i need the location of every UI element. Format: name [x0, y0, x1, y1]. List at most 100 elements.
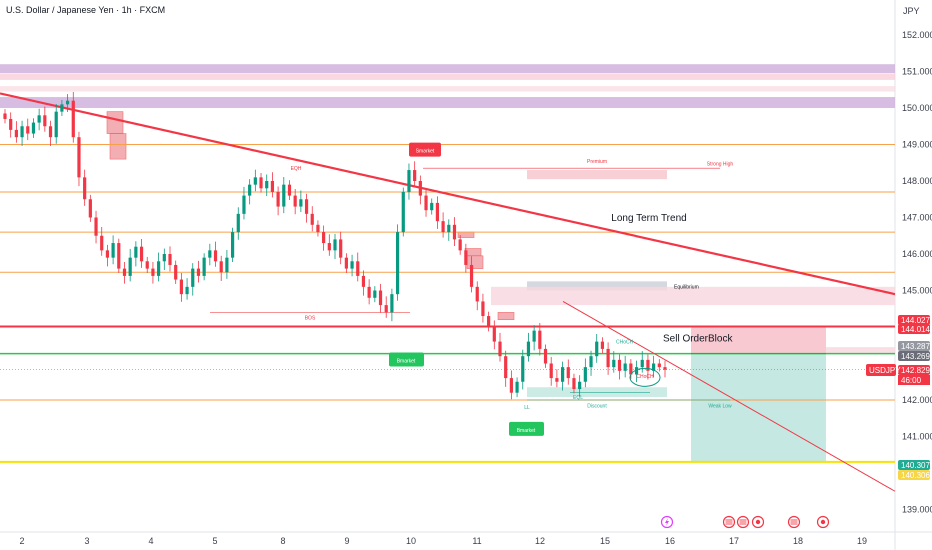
time-tick-label: 18: [793, 536, 803, 546]
candle-body: [390, 294, 394, 313]
candle-body: [401, 191, 405, 233]
weak-low-label: Weak Low: [708, 403, 732, 409]
candle-body: [208, 250, 212, 258]
discount-label: Discount: [587, 403, 607, 409]
candle-body: [117, 243, 121, 269]
candle-body: [538, 330, 542, 349]
price-tick-label: 145.000: [902, 286, 932, 296]
smarket-marker: [409, 142, 441, 157]
eql-label: EQL: [573, 395, 583, 401]
candle-body: [3, 113, 7, 119]
candle-body: [532, 330, 536, 342]
price-tag-label: 142.829: [901, 366, 930, 375]
time-tick-label: 5: [212, 536, 217, 546]
candle-body: [339, 239, 343, 258]
time-tick-label: 12: [535, 536, 545, 546]
lh-label: LH: [420, 151, 427, 157]
candle-body: [623, 363, 627, 371]
candle-body: [378, 290, 383, 306]
candle-body: [174, 264, 178, 280]
candle-body: [265, 181, 269, 189]
candle-body: [418, 181, 422, 196]
candle-body: [447, 224, 451, 233]
candle-body: [543, 348, 548, 364]
candle-body: [498, 341, 502, 357]
candle-body: [219, 261, 223, 273]
price-tag-label: 143.287: [901, 342, 930, 351]
record-icon[interactable]: [751, 515, 765, 529]
candle-body: [230, 232, 235, 258]
bmarket-label-2: Bmarket: [517, 428, 536, 434]
premium-zone: [527, 170, 667, 180]
candle-body: [629, 363, 633, 375]
candle-body: [646, 359, 650, 371]
sell-orderblock-target: [691, 353, 826, 463]
countdown-label: 46:00: [901, 376, 922, 385]
candle-body: [242, 195, 246, 214]
time-tick-label: 11: [472, 536, 481, 546]
candle-body: [48, 126, 53, 138]
us-flag-icon[interactable]: [722, 515, 736, 529]
candle-body: [316, 224, 320, 233]
candle-body: [134, 246, 138, 258]
candle-body: [333, 239, 337, 251]
price-tick-label: 147.000: [902, 213, 932, 223]
candle-body: [122, 268, 127, 276]
candle-body: [37, 115, 41, 123]
price-tick-label: 146.000: [902, 249, 932, 259]
price-tick-label: 148.000: [902, 176, 932, 186]
candle-body: [202, 257, 206, 276]
ll-label: LL: [524, 405, 530, 411]
time-axis[interactable]: 2 3 4 5 8 9 10 11 12 15 16 17 18 19: [19, 536, 867, 546]
lightning-icon[interactable]: [660, 515, 674, 529]
candle-body: [100, 235, 104, 251]
candle-body: [327, 243, 331, 251]
countdown-box: [898, 375, 930, 385]
price-tag-label: 144.027: [901, 316, 930, 325]
price-tag-box: [898, 351, 930, 361]
record-icon[interactable]: [816, 515, 830, 529]
candle-body: [634, 367, 639, 375]
candle-body: [128, 257, 132, 276]
us-flag-icon[interactable]: [736, 515, 750, 529]
candle-body: [111, 243, 115, 258]
smarket-label: Smarket: [416, 149, 435, 155]
price-tag-label: 143.269: [901, 352, 930, 361]
candle-body: [583, 367, 587, 382]
candle-body: [304, 199, 309, 214]
candle-body: [350, 261, 354, 269]
candle-body: [606, 348, 610, 368]
price-tick-label: 141.000: [902, 432, 932, 442]
orderblock-box-1: [109, 133, 127, 160]
candle-body: [139, 246, 144, 262]
candle-body: [77, 137, 81, 178]
price-axis-background[interactable]: [895, 0, 932, 550]
equilibrium-label: Equilibrium: [674, 285, 699, 291]
time-tick-label: 15: [600, 536, 610, 546]
price-tick-label: 151.000: [902, 67, 932, 77]
discount-zone: [527, 387, 667, 398]
candle-body: [276, 191, 280, 207]
price-tag-box: [898, 315, 930, 325]
time-tick-label: 17: [729, 536, 739, 546]
candle-body: [83, 177, 87, 200]
candle-body: [373, 290, 377, 298]
candle-body: [589, 356, 593, 368]
plot-background: [0, 0, 895, 550]
us-flag-icon[interactable]: [787, 515, 801, 529]
supply-zone-pink: [0, 74, 895, 80]
zones-layer: [0, 64, 895, 463]
candle-body: [322, 232, 326, 244]
candle-body: [640, 359, 644, 368]
time-tick-label: 2: [19, 536, 24, 546]
candle-body: [151, 268, 155, 276]
candle-body: [259, 177, 263, 189]
candle-body: [299, 199, 303, 207]
candle-body: [196, 268, 201, 276]
price-tick-label: 150.000: [902, 103, 932, 113]
candle-body: [253, 177, 257, 185]
event-icons[interactable]: [660, 515, 830, 529]
candle-body: [162, 254, 166, 262]
time-tick-label: 19: [857, 536, 867, 546]
